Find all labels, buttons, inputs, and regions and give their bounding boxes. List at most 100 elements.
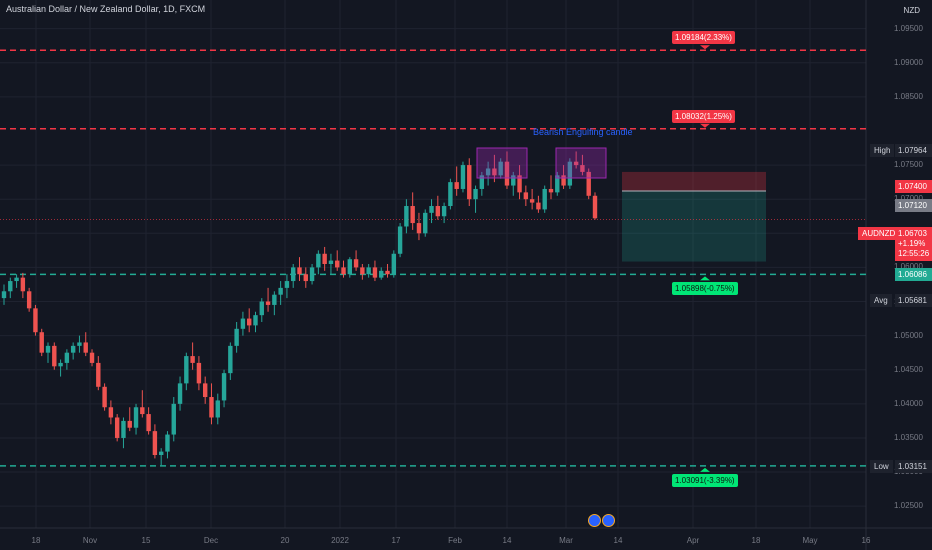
candle-body — [309, 267, 315, 282]
y-tick-label: 1.04000 — [894, 398, 923, 408]
target-value: 1.06086 — [895, 268, 932, 281]
candles — [1, 151, 598, 466]
candle-body — [297, 267, 302, 275]
candle-body — [190, 356, 195, 363]
candle-body — [555, 175, 560, 193]
currency-label: NZD — [903, 6, 920, 15]
candle-body — [341, 267, 346, 275]
high-label: High — [870, 144, 895, 157]
candle-body — [33, 308, 38, 333]
candle-body — [303, 274, 308, 282]
candle-body — [284, 281, 290, 288]
candle-body — [265, 301, 271, 305]
annotation-text[interactable]: Bearish Engulfing candle — [533, 127, 633, 137]
candle-body — [454, 182, 459, 189]
candle-body — [221, 373, 227, 401]
candle-body — [259, 301, 264, 316]
level-arrow — [700, 276, 710, 281]
calendar-icon[interactable] — [602, 514, 615, 527]
candle-body — [548, 188, 554, 193]
candle-body — [45, 345, 51, 353]
stop-value: 1.07400 — [895, 180, 932, 193]
y-tick-label: 1.05000 — [894, 330, 923, 340]
candle-body — [435, 206, 441, 217]
x-tick-label: 20 — [280, 536, 290, 545]
candle-body — [96, 362, 101, 387]
last-price-box: 1.06703 +1.19% 12:55:26 — [895, 227, 932, 261]
candle-body — [121, 420, 126, 438]
candle-body — [316, 253, 321, 268]
symbol-label: AUDNZD — [858, 227, 900, 240]
candle-body — [397, 226, 403, 254]
symbol-title[interactable]: Australian Dollar / New Zealand Dollar, … — [6, 4, 206, 14]
engulfing-box — [555, 147, 607, 179]
candle-body — [529, 199, 535, 203]
candle-body — [523, 192, 529, 200]
position-zones — [622, 171, 766, 262]
level-tag[interactable]: 1.09184(2.33%) — [672, 31, 735, 45]
candle-body — [64, 352, 70, 363]
candle-body — [460, 165, 466, 189]
candle-body — [26, 291, 32, 309]
candle-body — [372, 267, 378, 278]
candle-body — [253, 315, 258, 326]
level-arrow — [700, 467, 710, 472]
level-tag[interactable]: 1.03091(-3.39%) — [672, 473, 738, 487]
target-zone — [622, 191, 766, 262]
candle-body — [492, 168, 497, 176]
candle-body — [102, 386, 107, 408]
candle-body — [441, 206, 447, 217]
globe-icon[interactable] — [588, 514, 601, 527]
candle-body — [542, 188, 547, 210]
y-tick-label: 1.07000 — [894, 194, 932, 203]
candle-body — [561, 175, 566, 186]
candle-body — [416, 223, 422, 234]
candle-body — [8, 281, 13, 292]
candle-body — [536, 202, 541, 210]
candle-body — [140, 407, 145, 415]
candle-body — [567, 161, 573, 186]
candle-body — [146, 414, 151, 432]
x-tick-label: Dec — [203, 536, 219, 545]
x-tick-label: May — [802, 536, 818, 545]
y-tick-label: 1.02500 — [894, 501, 923, 511]
candle-body — [177, 383, 183, 404]
candle-body — [498, 161, 503, 176]
entry-value: 1.07120 — [895, 199, 932, 212]
y-tick-label: 1.09500 — [894, 23, 923, 33]
candle-body — [479, 175, 485, 189]
last-price: 1.06703 — [898, 229, 927, 238]
candle-body — [171, 403, 176, 435]
candle-body — [89, 352, 95, 363]
avg-value: 1.05681 — [895, 294, 932, 307]
avg-label: Avg — [870, 294, 892, 307]
candle-body — [272, 294, 277, 305]
level-tag[interactable]: 1.08032(1.25%) — [672, 109, 735, 123]
candle-body — [70, 345, 76, 353]
candle-body — [184, 356, 189, 384]
x-tick-label: 15 — [141, 536, 151, 545]
navigation-icons[interactable] — [588, 514, 616, 532]
candle-body — [209, 397, 214, 418]
candle-body — [423, 212, 428, 234]
candle-body — [83, 342, 88, 353]
candle-body — [278, 287, 283, 295]
level-tag[interactable]: 1.05898(-0.75%) — [672, 282, 738, 296]
x-tick-label: 17 — [391, 536, 401, 545]
y-tick-label: 1.07500 — [894, 160, 923, 170]
x-tick-label: Feb — [448, 536, 462, 545]
change-percent: +1.19% — [898, 239, 926, 248]
candle-body — [152, 431, 158, 456]
y-tick-label: 1.08500 — [894, 91, 923, 101]
bar-countdown: 12:55:26 — [898, 249, 930, 258]
y-tick-label: 1.09000 — [894, 57, 923, 67]
y-tick-label: 1.03500 — [894, 432, 923, 442]
candle-body — [410, 206, 415, 224]
candle-body — [322, 253, 327, 264]
candle-body — [52, 345, 57, 367]
x-tick-label: 18 — [31, 536, 41, 545]
candle-body — [511, 175, 516, 186]
stop-zone — [622, 171, 766, 192]
